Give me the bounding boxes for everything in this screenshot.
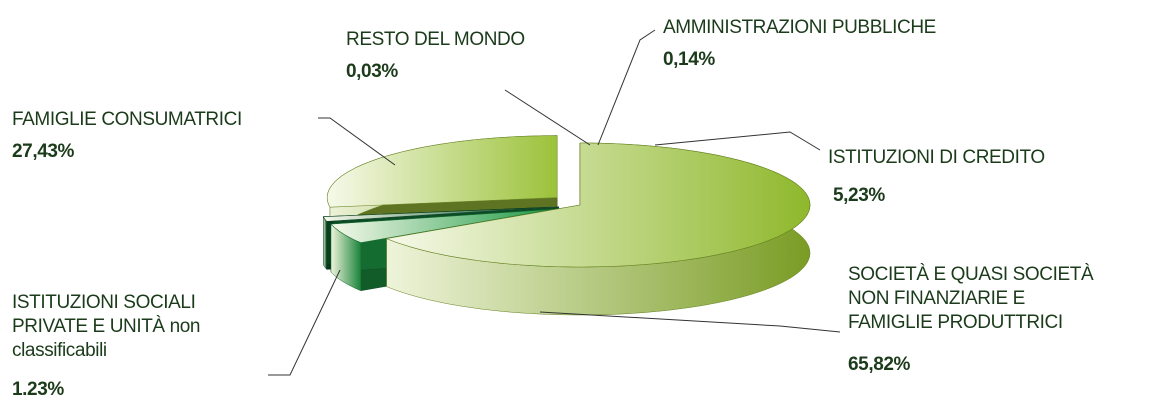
slice: [334, 206, 559, 223]
value-label: 0,03%: [346, 61, 398, 82]
slice-label: PRIVATE E UNITÀ non: [12, 316, 200, 337]
leader-line: [318, 117, 396, 166]
slice: [326, 135, 558, 208]
value-label: 27,43%: [12, 141, 75, 162]
leader-line: [597, 29, 656, 146]
slice-label: ISTITUZIONI DI CREDITO: [828, 147, 1045, 168]
value-label: 5,23%: [833, 185, 885, 206]
slice-label: FAMIGLIE CONSUMATRICI: [12, 109, 242, 130]
slice: [330, 208, 555, 244]
leader-line: [268, 269, 341, 376]
leader-line: [504, 89, 591, 146]
slice-label: ISTITUZIONI SOCIALI: [12, 292, 195, 313]
value-label: 1.23%: [12, 379, 64, 400]
slice-label: FAMIGLIE PRODUTTRICI: [848, 312, 1063, 333]
slice-label: classificabili: [12, 340, 107, 361]
leader-line: [654, 131, 821, 151]
value-label: 0,14%: [663, 49, 715, 70]
leader-line: [539, 311, 841, 333]
slice-wall: [323, 215, 327, 271]
slice-label: NON FINANZIARIE E: [848, 288, 1025, 309]
slice-label: AMMINISTRAZIONI PUBBLICHE: [663, 17, 936, 38]
slice: [385, 142, 811, 268]
value-label: 65,82%: [848, 354, 911, 375]
slice-label: SOCIETÀ E QUASI SOCIETÀ: [848, 264, 1094, 285]
slice-label: RESTO DEL MONDO: [346, 29, 525, 50]
